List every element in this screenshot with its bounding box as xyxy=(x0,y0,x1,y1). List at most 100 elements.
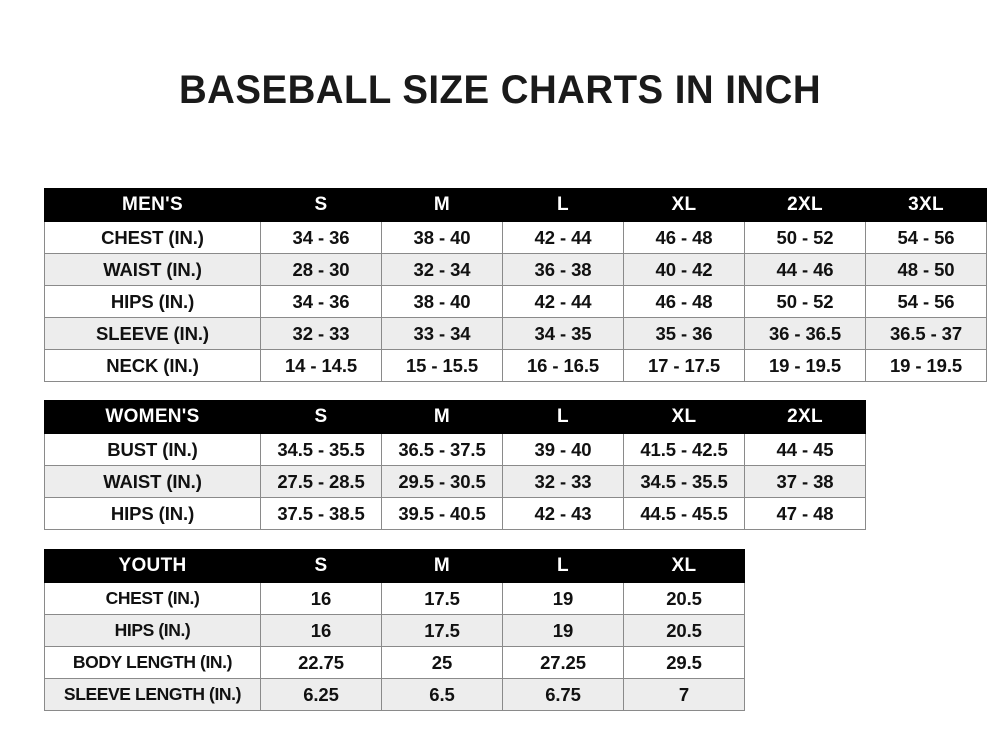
womens-size-table: WOMEN'S S M L XL 2XL BUST (IN.) 34.5 - 35.5 36.… xyxy=(44,400,866,530)
measurement-value: 16 xyxy=(260,614,382,647)
page-title: BASEBALL SIZE CHARTS IN INCH xyxy=(178,68,822,112)
measurement-label: WAIST (IN.) xyxy=(44,465,261,498)
mens-table-body: CHEST (IN.) 34 - 36 38 - 40 42 - 44 46 - 48 5… xyxy=(44,221,987,382)
table-row: SLEEVE (IN.) 32 - 33 33 - 34 34 - 35 35 - 36… xyxy=(44,317,987,350)
measurement-value: 27.25 xyxy=(502,646,624,679)
table-row: CHEST (IN.) 34 - 36 38 - 40 42 - 44 46 - 48 5… xyxy=(44,221,987,254)
measurement-value: 29.5 - 30.5 xyxy=(381,465,503,498)
youth-header-row: YOUTH S M L XL xyxy=(44,549,745,583)
women-size-header-s: S xyxy=(260,400,382,434)
measurement-value: 14 - 14.5 xyxy=(260,349,382,382)
youth-table-title: YOUTH xyxy=(44,549,261,583)
men-size-header-m: M xyxy=(381,188,503,222)
youth-size-table: YOUTH S M L XL CHEST (IN.) 16 17.5 19 20.5 HIPS (… xyxy=(44,549,745,711)
measurement-label: BUST (IN.) xyxy=(44,433,261,466)
measurement-value: 17.5 xyxy=(381,614,503,647)
measurement-value: 41.5 - 42.5 xyxy=(623,433,745,466)
mens-header-row: MEN'S S M L XL 2XL 3XL xyxy=(44,188,987,222)
womens-header-row: WOMEN'S S M L XL 2XL xyxy=(44,400,866,434)
measurement-value: 39.5 - 40.5 xyxy=(381,497,503,530)
youth-size-header-l: L xyxy=(502,549,624,583)
measurement-value: 34.5 - 35.5 xyxy=(623,465,745,498)
measurement-value: 54 - 56 xyxy=(865,221,987,254)
measurement-value: 25 xyxy=(381,646,503,679)
measurement-value: 6.25 xyxy=(260,678,382,711)
measurement-value: 38 - 40 xyxy=(381,221,503,254)
measurement-value: 36.5 - 37.5 xyxy=(381,433,503,466)
youth-size-header-m: M xyxy=(381,549,503,583)
women-size-header-2xl: 2XL xyxy=(744,400,866,434)
measurement-value: 29.5 xyxy=(623,646,745,679)
youth-size-header-xl: XL xyxy=(623,549,745,583)
youth-table-header: YOUTH S M L XL xyxy=(44,549,745,583)
measurement-value: 34 - 36 xyxy=(260,221,382,254)
table-row: HIPS (IN.) 16 17.5 19 20.5 xyxy=(44,614,745,647)
measurement-value: 27.5 - 28.5 xyxy=(260,465,382,498)
men-size-header-xl: XL xyxy=(623,188,745,222)
men-size-header-l: L xyxy=(502,188,624,222)
measurement-value: 42 - 44 xyxy=(502,285,624,318)
measurement-value: 15 - 15.5 xyxy=(381,349,503,382)
measurement-value: 40 - 42 xyxy=(623,253,745,286)
measurement-value: 46 - 48 xyxy=(623,221,745,254)
measurement-value: 7 xyxy=(623,678,745,711)
womens-table-header: WOMEN'S S M L XL 2XL xyxy=(44,400,866,434)
measurement-value: 39 - 40 xyxy=(502,433,624,466)
measurement-value: 20.5 xyxy=(623,582,745,615)
table-row: BODY LENGTH (IN.) 22.75 25 27.25 29.5 xyxy=(44,646,745,679)
measurement-label: CHEST (IN.) xyxy=(44,582,261,615)
mens-size-table: MEN'S S M L XL 2XL 3XL CHEST (IN.) 34 - 36 38 - … xyxy=(44,188,987,382)
measurement-value: 50 - 52 xyxy=(744,285,866,318)
measurement-value: 44.5 - 45.5 xyxy=(623,497,745,530)
measurement-value: 32 - 33 xyxy=(502,465,624,498)
table-row: HIPS (IN.) 37.5 - 38.5 39.5 - 40.5 42 - 43 4… xyxy=(44,497,866,530)
measurement-value: 28 - 30 xyxy=(260,253,382,286)
measurement-value: 44 - 45 xyxy=(744,433,866,466)
men-size-header-3xl: 3XL xyxy=(865,188,987,222)
measurement-label: SLEEVE LENGTH (IN.) xyxy=(44,678,261,711)
measurement-value: 54 - 56 xyxy=(865,285,987,318)
measurement-value: 42 - 43 xyxy=(502,497,624,530)
table-row: CHEST (IN.) 16 17.5 19 20.5 xyxy=(44,582,745,615)
table-row: NECK (IN.) 14 - 14.5 15 - 15.5 16 - 16.5 17 … xyxy=(44,349,987,382)
measurement-value: 20.5 xyxy=(623,614,745,647)
measurement-value: 36.5 - 37 xyxy=(865,317,987,350)
measurement-label: HIPS (IN.) xyxy=(44,614,261,647)
measurement-label: NECK (IN.) xyxy=(44,349,261,382)
men-size-header-s: S xyxy=(260,188,382,222)
measurement-label: SLEEVE (IN.) xyxy=(44,317,261,350)
youth-size-header-s: S xyxy=(260,549,382,583)
table-row: WAIST (IN.) 27.5 - 28.5 29.5 - 30.5 32 - 33… xyxy=(44,465,866,498)
measurement-value: 33 - 34 xyxy=(381,317,503,350)
measurement-value: 19 - 19.5 xyxy=(744,349,866,382)
measurement-value: 6.5 xyxy=(381,678,503,711)
measurement-value: 19 - 19.5 xyxy=(865,349,987,382)
table-row: BUST (IN.) 34.5 - 35.5 36.5 - 37.5 39 - 40 4… xyxy=(44,433,866,466)
measurement-value: 36 - 38 xyxy=(502,253,624,286)
measurement-value: 34 - 35 xyxy=(502,317,624,350)
measurement-label: WAIST (IN.) xyxy=(44,253,261,286)
measurement-value: 19 xyxy=(502,614,624,647)
table-row: SLEEVE LENGTH (IN.) 6.25 6.5 6.75 7 xyxy=(44,678,745,711)
measurement-value: 17 - 17.5 xyxy=(623,349,745,382)
women-size-header-l: L xyxy=(502,400,624,434)
measurement-value: 48 - 50 xyxy=(865,253,987,286)
womens-table-body: BUST (IN.) 34.5 - 35.5 36.5 - 37.5 39 - 40 4… xyxy=(44,433,866,530)
measurement-label: CHEST (IN.) xyxy=(44,221,261,254)
measurement-value: 37.5 - 38.5 xyxy=(260,497,382,530)
measurement-value: 46 - 48 xyxy=(623,285,745,318)
measurement-label: HIPS (IN.) xyxy=(44,497,261,530)
measurement-value: 6.75 xyxy=(502,678,624,711)
measurement-label: BODY LENGTH (IN.) xyxy=(44,646,261,679)
table-row: HIPS (IN.) 34 - 36 38 - 40 42 - 44 46 - 48 50… xyxy=(44,285,987,318)
measurement-label: HIPS (IN.) xyxy=(44,285,261,318)
men-table-title: MEN'S xyxy=(44,188,261,222)
measurement-value: 32 - 33 xyxy=(260,317,382,350)
measurement-value: 47 - 48 xyxy=(744,497,866,530)
measurement-value: 37 - 38 xyxy=(744,465,866,498)
men-size-header-2xl: 2XL xyxy=(744,188,866,222)
measurement-value: 17.5 xyxy=(381,582,503,615)
measurement-value: 35 - 36 xyxy=(623,317,745,350)
measurement-value: 38 - 40 xyxy=(381,285,503,318)
